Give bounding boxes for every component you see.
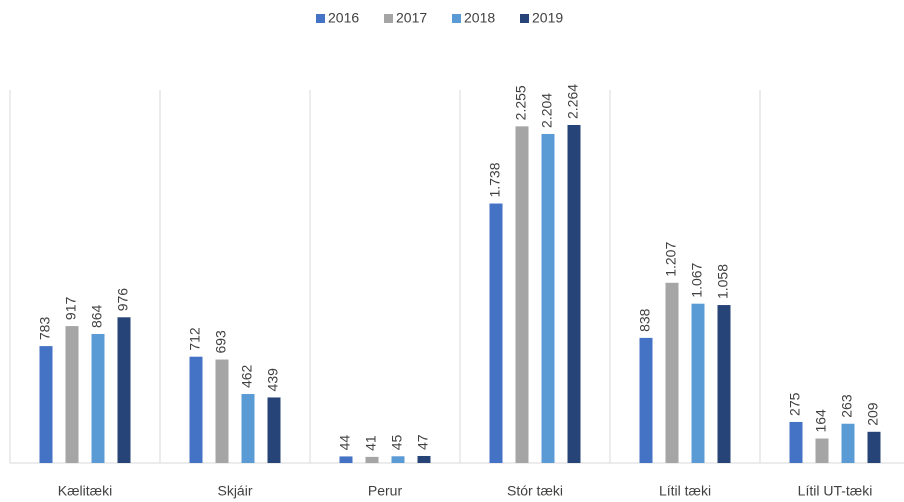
bar: [241, 394, 255, 463]
bar: [417, 455, 431, 463]
legend-label: 2017: [396, 10, 427, 26]
bar: [91, 334, 105, 463]
bar: [65, 326, 79, 463]
value-label: 41: [363, 435, 379, 451]
bar: [489, 203, 503, 464]
bar: [339, 456, 353, 463]
legend-label: 2018: [464, 10, 495, 26]
value-label: 917: [63, 297, 79, 321]
value-label: 2.204: [539, 93, 555, 128]
x-tick-label: Stór tæki: [507, 483, 563, 499]
value-label: 2.264: [565, 84, 581, 119]
value-label: 864: [89, 304, 105, 328]
bar: [365, 456, 379, 463]
value-label: 1.067: [689, 262, 705, 297]
legend-label: 2016: [328, 10, 359, 26]
value-label: 1.207: [663, 242, 679, 277]
value-label: 1.738: [487, 162, 503, 197]
value-label: 44: [337, 435, 353, 451]
x-tick-label: Skjáir: [217, 483, 252, 499]
x-tick-label: Lítil UT-tæki: [798, 483, 873, 499]
value-label: 47: [415, 434, 431, 450]
bar: [541, 133, 555, 464]
value-label: 712: [187, 327, 203, 351]
bar: [717, 305, 731, 463]
legend-swatch: [384, 14, 393, 23]
legend-swatch: [316, 14, 325, 23]
legend-label: 2019: [532, 10, 563, 26]
legend-swatch: [452, 14, 461, 23]
bar: [267, 397, 281, 463]
x-tick-label: Perur: [368, 483, 403, 499]
value-label: 275: [787, 392, 803, 416]
x-tick-label: Lítil tæki: [659, 483, 711, 499]
bar: [867, 431, 881, 463]
bar: [789, 421, 803, 463]
bar: [691, 303, 705, 463]
bar: [639, 337, 653, 463]
bar: [665, 282, 679, 463]
value-label: 693: [213, 330, 229, 354]
bar: [215, 359, 229, 463]
value-label: 209: [865, 402, 881, 426]
bar: [515, 126, 529, 464]
value-label: 838: [637, 308, 653, 332]
value-label: 45: [389, 434, 405, 450]
value-label: 439: [265, 368, 281, 392]
bar: [39, 346, 53, 463]
value-label: 462: [239, 364, 255, 388]
value-label: 976: [115, 288, 131, 312]
bar: [117, 317, 131, 463]
value-label: 1.058: [715, 264, 731, 299]
bar: [391, 456, 405, 463]
value-label: 783: [37, 317, 53, 341]
value-label: 2.255: [513, 85, 529, 120]
bar: [189, 356, 203, 463]
value-label: 263: [839, 394, 855, 418]
legend-swatch: [520, 14, 529, 23]
bar: [567, 125, 581, 463]
bar: [841, 423, 855, 463]
value-label: 164: [813, 409, 829, 433]
x-tick-label: Kælitæki: [58, 483, 112, 499]
bar: [815, 438, 829, 463]
